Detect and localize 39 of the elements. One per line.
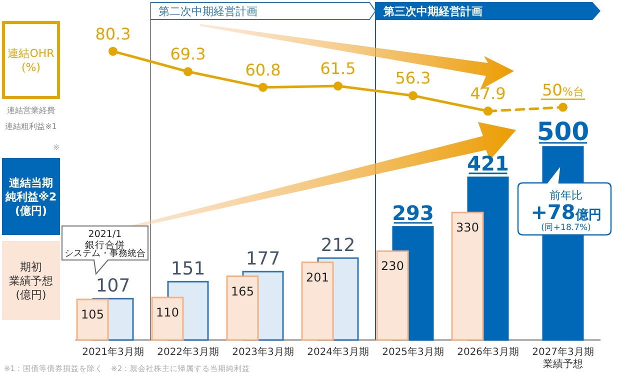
data-label: 80.3 (95, 24, 131, 44)
callout: 前年比 +78億円 (同+18.7%) (517, 164, 612, 236)
data-label: 165 (231, 284, 254, 298)
data-label: 201 (306, 270, 329, 284)
x-tick-label: 2025年3月期 (382, 346, 444, 358)
annotation: 前年比 +78億円 (同+18.7%) (530, 188, 602, 233)
data-label: 110 (156, 306, 179, 320)
x-tick-label: 2024年3月期 (307, 346, 369, 358)
data-label: 421 (467, 151, 509, 176)
text: ※ (53, 143, 60, 152)
data-label: 107 (96, 276, 130, 297)
data-label: 212 (320, 235, 356, 256)
legend: 期初業績予想(億円) (2, 241, 60, 320)
annotation: 2021/1 銀行合併 (85, 229, 125, 251)
legend: 連結当期純利益※2(億円) (2, 158, 60, 235)
text: 連結営業経費 (7, 106, 55, 115)
x-tick-label: 2026年3月期 (457, 346, 519, 358)
x-tick-label: 2023年3月期 (232, 346, 294, 358)
data-label: 56.3 (395, 68, 431, 88)
data-label: 230 (381, 259, 404, 274)
data-label: 69.3 (170, 44, 206, 64)
data-label: 61.5 (320, 59, 356, 78)
ref-line-label: 第三次中期経営計画 (382, 5, 482, 18)
ref-line-label: 第二次中期経営計画 (158, 5, 258, 18)
x-tick-label: 2021年3月期 (82, 346, 144, 358)
data-label: 151 (170, 258, 206, 280)
data-label: 50%台 (542, 80, 584, 100)
annotation: システム・事務統合 (64, 248, 146, 259)
x-tick-label: 2027年3月期業績予想 (532, 346, 594, 370)
text: 連結粗利益※1 (5, 122, 57, 131)
data-label: 500 (536, 116, 590, 146)
data-label: 293 (392, 200, 434, 225)
data-label: 47.9 (470, 84, 506, 104)
legend: 連結OHR(%) (2, 21, 60, 99)
data-label: 330 (456, 220, 479, 235)
x-tick-label: 2022年3月期 (157, 346, 219, 358)
data-label: 177 (246, 248, 280, 270)
data-label: 60.8 (245, 60, 281, 80)
data-label: 105 (81, 307, 104, 322)
